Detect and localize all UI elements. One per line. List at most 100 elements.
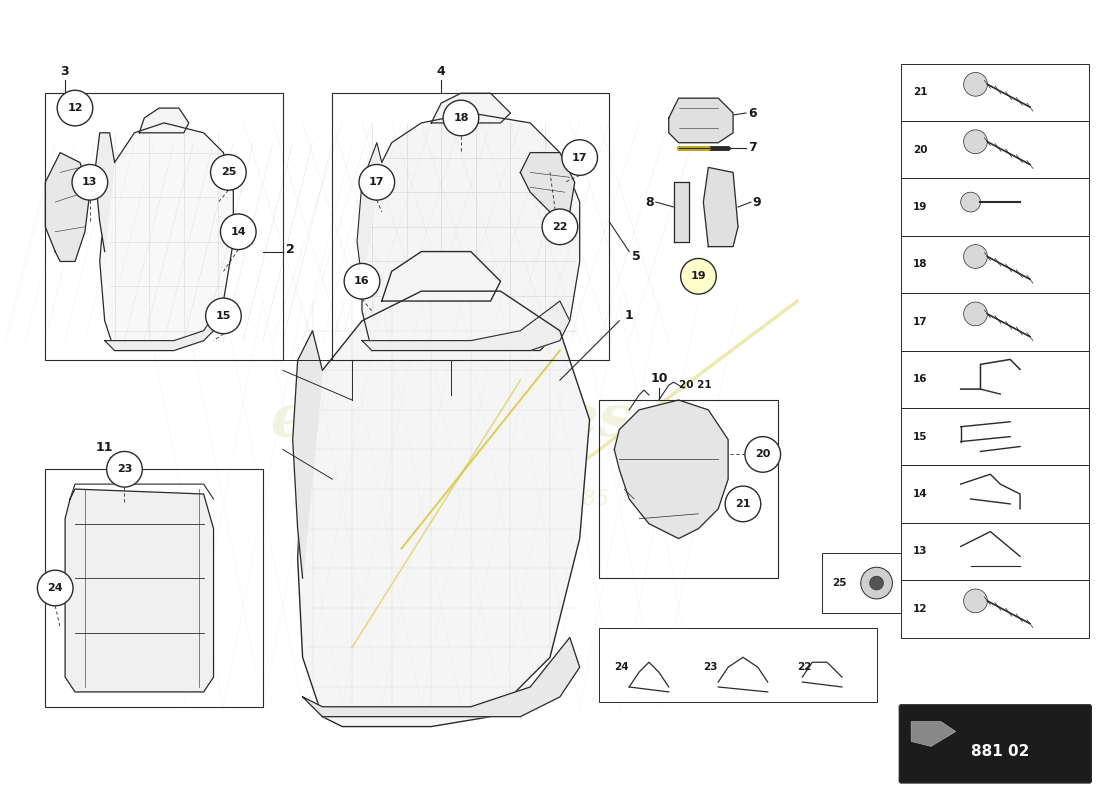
- Text: 5: 5: [632, 250, 641, 263]
- Bar: [901, 466, 1089, 522]
- Text: 14: 14: [913, 489, 927, 499]
- Circle shape: [206, 298, 241, 334]
- Circle shape: [359, 165, 395, 200]
- Polygon shape: [431, 94, 510, 123]
- Text: 20: 20: [913, 145, 927, 154]
- FancyBboxPatch shape: [900, 705, 1091, 783]
- Bar: [901, 178, 1089, 236]
- Text: 25: 25: [832, 578, 847, 588]
- Polygon shape: [302, 638, 580, 717]
- Circle shape: [344, 263, 380, 299]
- Bar: [901, 522, 1089, 580]
- Text: 9: 9: [752, 195, 761, 209]
- Circle shape: [964, 245, 988, 268]
- Polygon shape: [673, 182, 689, 242]
- Text: 7: 7: [748, 141, 757, 154]
- Text: 16: 16: [354, 276, 370, 286]
- Text: 6: 6: [748, 106, 757, 119]
- Circle shape: [964, 130, 988, 154]
- Circle shape: [964, 73, 988, 96]
- Text: 16: 16: [913, 374, 927, 384]
- Text: 12: 12: [913, 604, 927, 614]
- Text: 18: 18: [453, 113, 469, 123]
- Text: 23: 23: [703, 662, 718, 672]
- Polygon shape: [95, 133, 114, 251]
- Polygon shape: [140, 108, 189, 133]
- Text: 881 02: 881 02: [971, 744, 1030, 759]
- Bar: [332, 94, 609, 361]
- Text: 17: 17: [572, 153, 587, 162]
- Circle shape: [107, 451, 142, 487]
- Text: 21: 21: [913, 87, 927, 98]
- Text: 22: 22: [798, 662, 812, 672]
- Circle shape: [860, 567, 892, 599]
- Text: 21: 21: [735, 499, 750, 509]
- Text: 24: 24: [47, 583, 63, 593]
- Circle shape: [72, 165, 108, 200]
- Circle shape: [725, 486, 761, 522]
- Text: 13: 13: [82, 178, 98, 187]
- Bar: [901, 293, 1089, 350]
- Text: 14: 14: [231, 226, 246, 237]
- Polygon shape: [293, 330, 322, 578]
- Text: 19: 19: [913, 202, 927, 212]
- Text: 20 21: 20 21: [679, 380, 712, 390]
- Bar: [901, 408, 1089, 466]
- Text: 17: 17: [913, 317, 927, 327]
- Bar: [901, 580, 1089, 638]
- Text: 8: 8: [646, 195, 653, 209]
- Circle shape: [960, 192, 980, 212]
- Text: 13: 13: [913, 546, 927, 557]
- Bar: [901, 63, 1089, 121]
- Polygon shape: [669, 98, 733, 142]
- Text: 19: 19: [691, 271, 706, 282]
- Bar: [600, 628, 877, 702]
- Bar: [600, 400, 778, 578]
- Polygon shape: [520, 153, 574, 212]
- Text: 15: 15: [913, 432, 927, 442]
- Text: 24: 24: [614, 662, 629, 672]
- Text: 4: 4: [437, 66, 446, 78]
- Circle shape: [681, 258, 716, 294]
- Text: 11: 11: [96, 442, 113, 454]
- Polygon shape: [362, 113, 580, 350]
- Polygon shape: [100, 123, 233, 350]
- Circle shape: [870, 576, 883, 590]
- Polygon shape: [614, 400, 728, 538]
- Text: 22: 22: [552, 222, 568, 232]
- Circle shape: [964, 589, 988, 613]
- Bar: [45, 94, 283, 361]
- Text: 10: 10: [650, 372, 668, 385]
- Circle shape: [964, 302, 988, 326]
- Text: 23: 23: [117, 464, 132, 474]
- Polygon shape: [382, 251, 500, 301]
- Bar: [901, 121, 1089, 178]
- Text: 1: 1: [624, 310, 632, 322]
- Circle shape: [210, 154, 246, 190]
- Bar: [45, 470, 263, 706]
- Circle shape: [745, 437, 781, 472]
- Text: 17: 17: [370, 178, 385, 187]
- Text: eurospares: eurospares: [271, 391, 631, 448]
- Text: 3: 3: [60, 66, 69, 78]
- Circle shape: [220, 214, 256, 250]
- Polygon shape: [703, 167, 738, 246]
- Text: 15: 15: [216, 311, 231, 321]
- Circle shape: [542, 209, 578, 245]
- Text: a passion for parts since 1985: a passion for parts since 1985: [294, 489, 608, 509]
- Text: 20: 20: [755, 450, 770, 459]
- Circle shape: [562, 140, 597, 175]
- Circle shape: [443, 100, 478, 136]
- Polygon shape: [358, 142, 382, 282]
- Polygon shape: [45, 153, 90, 262]
- Bar: [901, 236, 1089, 293]
- Bar: [901, 350, 1089, 408]
- Circle shape: [57, 90, 92, 126]
- Text: 18: 18: [913, 259, 927, 270]
- Polygon shape: [911, 722, 956, 746]
- Polygon shape: [65, 489, 213, 692]
- Polygon shape: [362, 301, 570, 350]
- Circle shape: [37, 570, 73, 606]
- Text: 25: 25: [221, 167, 236, 178]
- Text: 12: 12: [67, 103, 82, 113]
